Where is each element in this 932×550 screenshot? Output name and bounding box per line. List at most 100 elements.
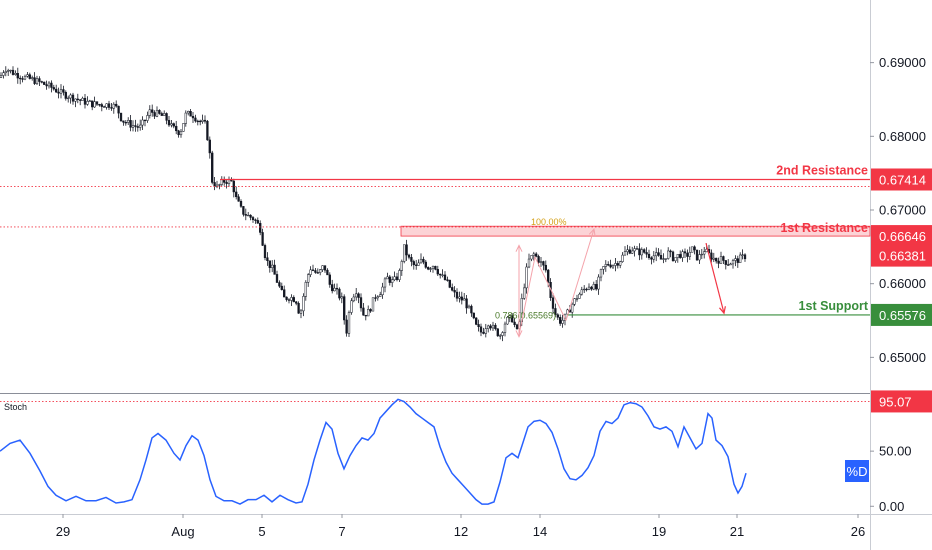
- candle-body: [309, 269, 312, 275]
- candle-body: [232, 180, 235, 193]
- candle-body: [674, 257, 677, 262]
- first-resistance-zone[interactable]: [400, 225, 871, 237]
- candle-body: [352, 296, 355, 302]
- candle-body: [261, 232, 264, 246]
- candle-body: [0, 75, 3, 78]
- candle-body: [585, 288, 588, 291]
- candle-body: [131, 125, 135, 128]
- candle-body: [628, 249, 631, 254]
- candle-body: [734, 258, 737, 261]
- candle-body: [484, 328, 487, 334]
- candle-body: [182, 123, 185, 132]
- price-tick-label: 0.67000: [879, 203, 926, 218]
- candle-body: [691, 246, 694, 253]
- candle-body: [179, 131, 183, 136]
- candle-body: [355, 293, 358, 298]
- candle-body: [364, 314, 367, 317]
- candle-body: [491, 324, 495, 329]
- candle-body: [165, 113, 168, 121]
- candle-body: [722, 256, 725, 261]
- candle-body: [489, 325, 492, 329]
- time-tick-label: 26: [851, 524, 865, 539]
- candle-body: [175, 125, 178, 132]
- candle-body: [196, 120, 199, 123]
- candle-body: [335, 287, 339, 290]
- time-tick-label: 5: [258, 524, 265, 539]
- candle-body: [343, 296, 346, 321]
- candle-body: [203, 119, 207, 122]
- candle-body: [19, 77, 22, 80]
- candle-body: [273, 264, 276, 275]
- candle-body: [667, 250, 670, 259]
- candle-body: [664, 258, 667, 260]
- current-price-badge[interactable]: [871, 244, 932, 267]
- candle-body: [321, 265, 324, 270]
- candle-body: [136, 126, 139, 128]
- candle-body: [331, 284, 334, 292]
- candle-body: [328, 274, 331, 285]
- forecast-arrow-down[interactable]: [705, 243, 725, 314]
- candle-body: [527, 258, 531, 268]
- first-support-badge[interactable]: [871, 303, 932, 326]
- candle-body: [98, 104, 101, 106]
- time-tick-label: 19: [652, 524, 666, 539]
- candle-body: [35, 78, 39, 84]
- second-resistance-badge[interactable]: [871, 168, 932, 191]
- candle-body: [55, 88, 58, 93]
- candle-body: [304, 282, 307, 297]
- candle-body: [316, 272, 319, 274]
- projection-arrow-up[interactable]: [565, 229, 595, 321]
- candle-body: [736, 258, 739, 263]
- candle-body: [499, 335, 502, 337]
- candle-body: [357, 293, 360, 298]
- candle-body: [172, 123, 175, 127]
- candle-body: [441, 274, 444, 276]
- candle-body: [530, 255, 533, 260]
- swing-outline: [518, 255, 567, 336]
- candle-body: [712, 257, 715, 260]
- candle-body: [326, 269, 329, 276]
- candle-body: [21, 78, 24, 80]
- candle-body: [578, 293, 581, 299]
- candle-body: [227, 179, 231, 184]
- time-tick-label: 29: [56, 524, 70, 539]
- candle-body: [249, 214, 252, 218]
- candle-body: [638, 248, 641, 256]
- candle-body: [523, 287, 526, 299]
- candle-body: [561, 320, 564, 324]
- candle-body: [645, 252, 648, 255]
- candle-body: [103, 106, 106, 108]
- stoch-level-badge[interactable]: [871, 390, 932, 413]
- candle-body: [119, 112, 123, 122]
- candle-body: [69, 94, 72, 99]
- candle-body: [580, 289, 583, 295]
- candle-body: [590, 286, 593, 290]
- fib-786-label: 0.786(0.65569): [495, 310, 556, 320]
- candle-body: [208, 139, 211, 154]
- candle-body: [727, 264, 730, 266]
- candle-body: [599, 269, 603, 278]
- first-resistance-badge[interactable]: [871, 225, 932, 248]
- candle-body: [290, 297, 293, 301]
- candle-body: [110, 107, 113, 109]
- candle-body: [513, 321, 516, 326]
- candle-body: [662, 258, 665, 260]
- candle-body: [532, 253, 535, 256]
- candle-body: [647, 253, 651, 258]
- candle-body: [74, 98, 77, 102]
- stoch-series-badge[interactable]: [845, 460, 869, 482]
- candle-body: [122, 120, 125, 123]
- candle-body: [211, 152, 214, 183]
- price-tick-label: 0.65000: [879, 350, 926, 365]
- candle-body: [583, 288, 586, 291]
- candle-body: [623, 251, 627, 256]
- candle-body: [391, 279, 394, 283]
- candle-body: [9, 69, 12, 72]
- candle-body: [141, 119, 144, 126]
- candle-body: [314, 270, 317, 273]
- candle-body: [659, 255, 663, 260]
- stoch-tick-label: 50.00: [879, 444, 912, 459]
- price-tick-label: 0.68000: [879, 129, 926, 144]
- candle-body: [688, 252, 691, 257]
- candle-body: [374, 297, 377, 299]
